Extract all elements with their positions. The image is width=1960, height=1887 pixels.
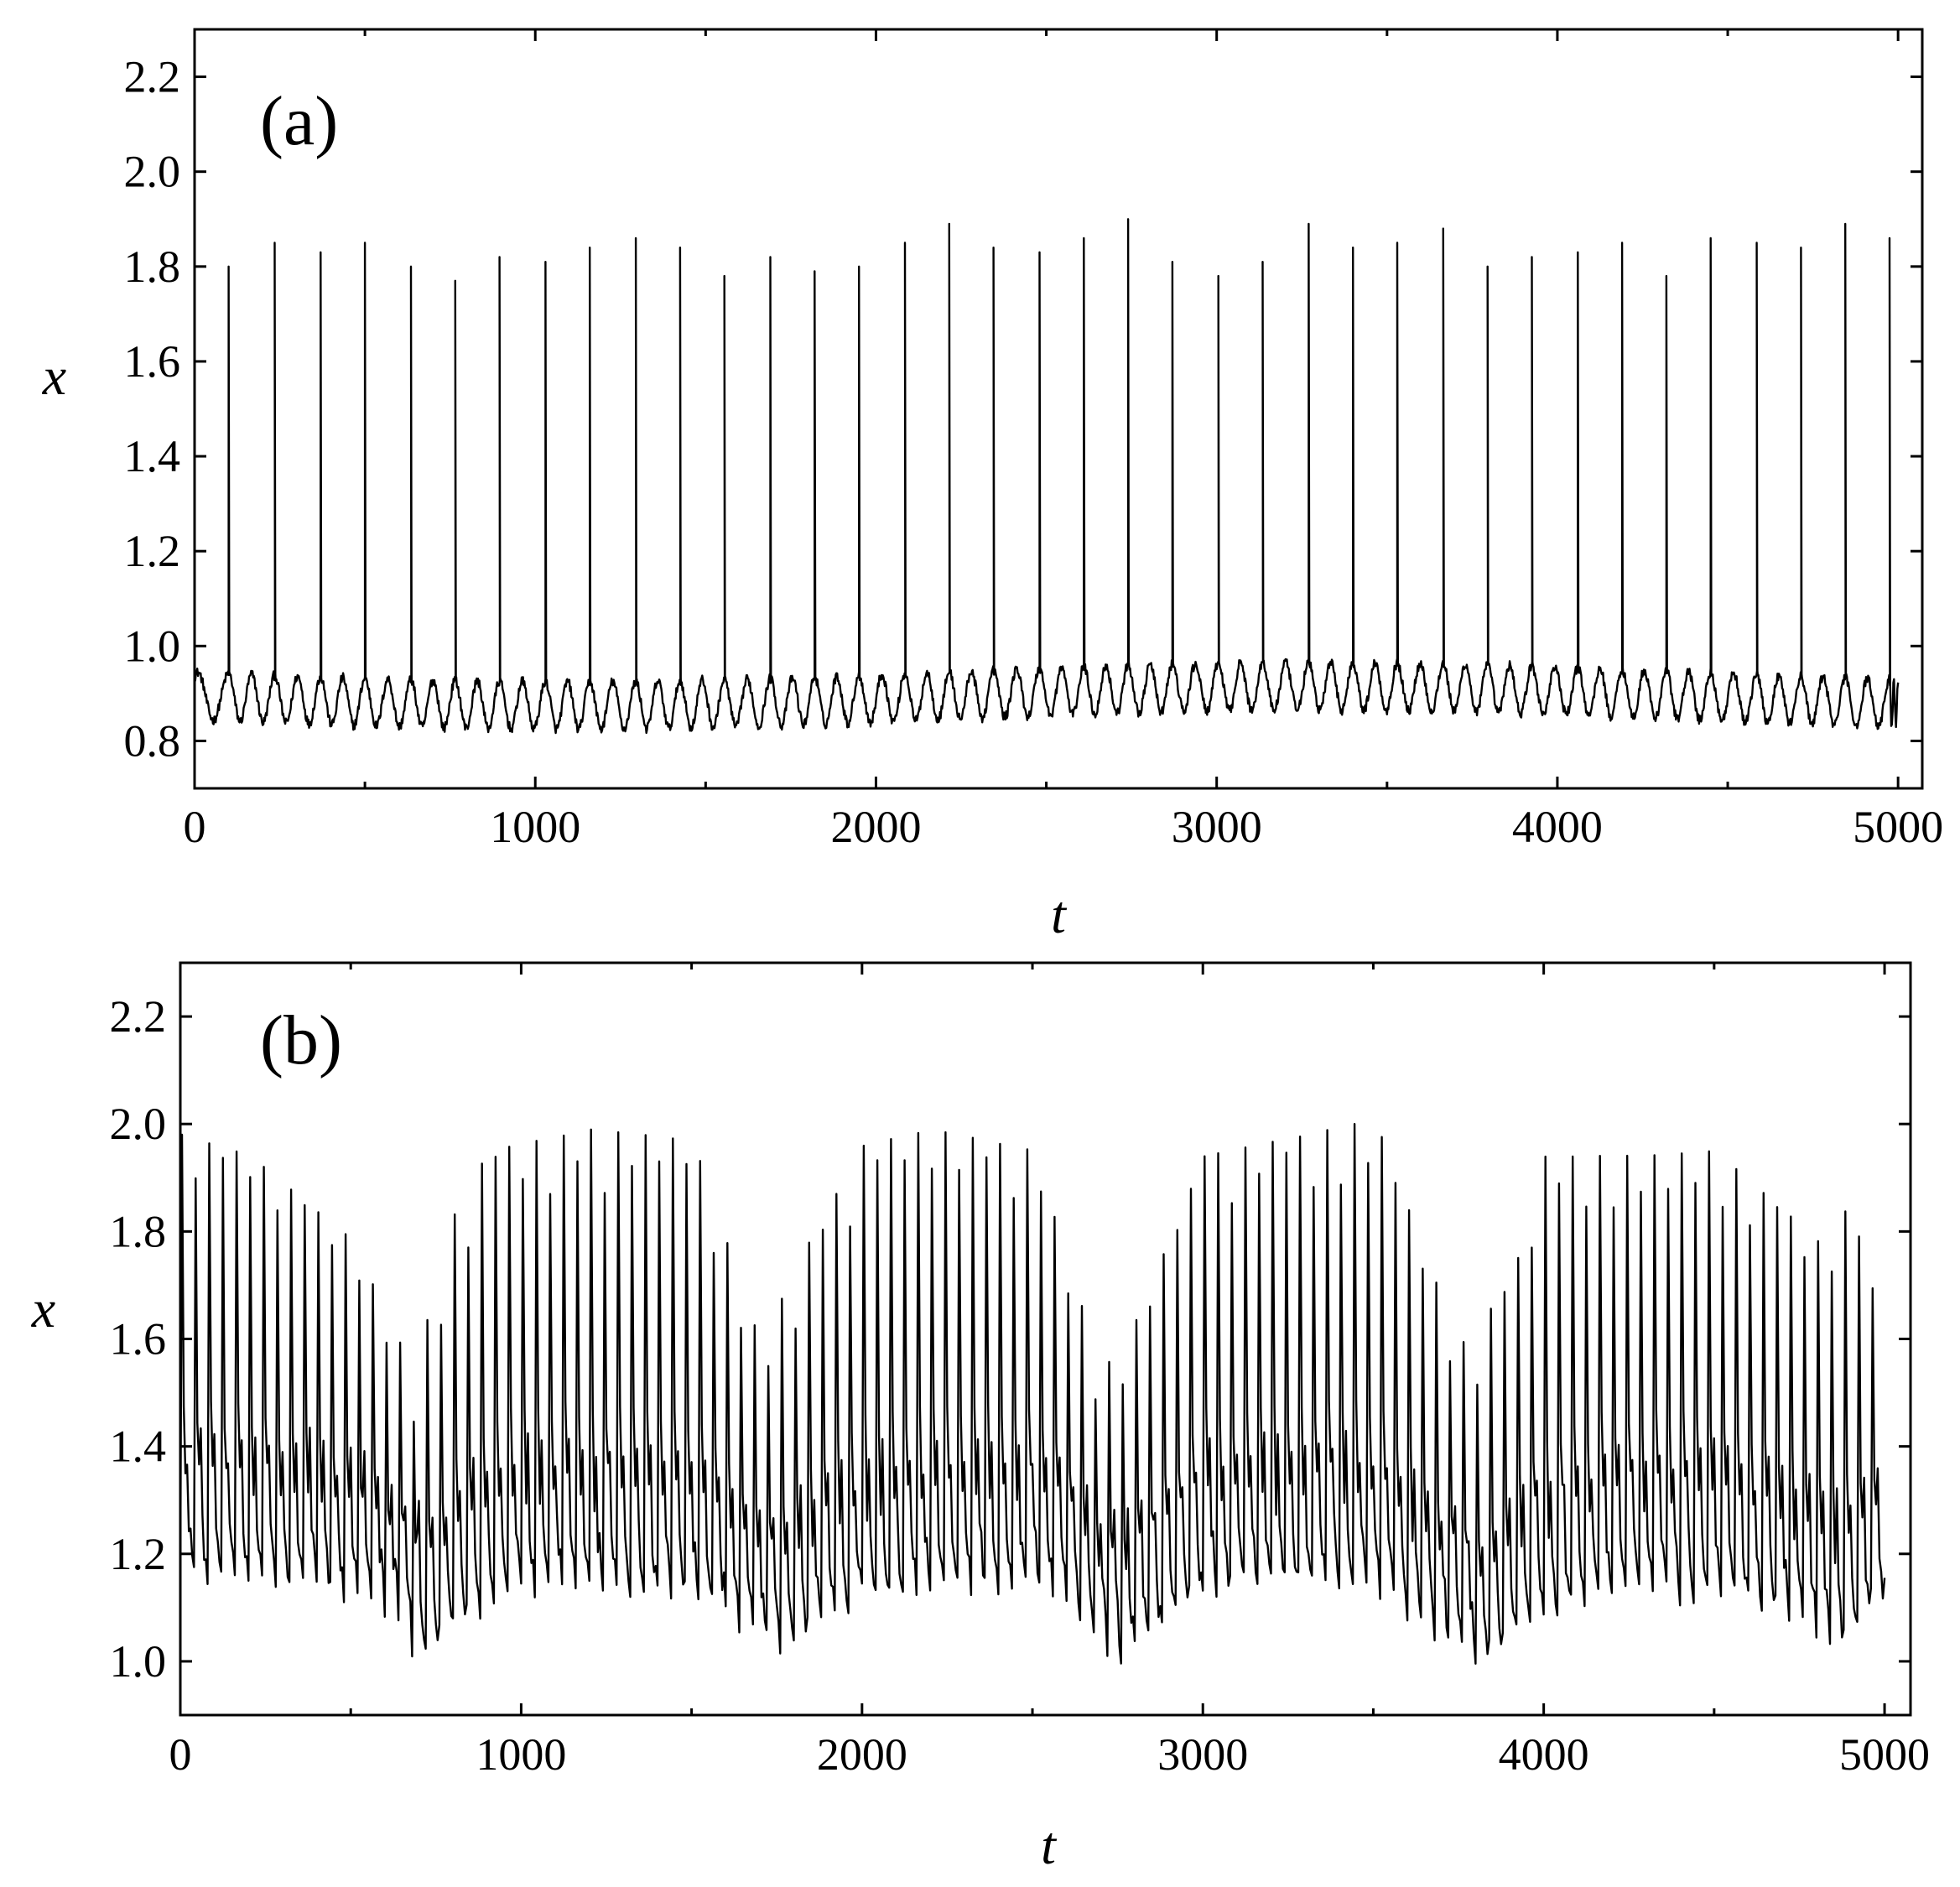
panel-a-x-tick-label: 2000 [830,802,921,852]
panel-b-y-tick-label: 1.2 [110,1529,167,1579]
panel-a-x-tick-label: 4000 [1512,802,1603,852]
panel-b-y-tick-label: 1.0 [110,1636,167,1687]
panel-b-x-tick-label: 4000 [1499,1729,1589,1780]
panel-b: (b) x t 0 1000 2000 3000 4000 5000 1.0 1.2 1.4 1.… [31,961,1930,1875]
panel-b-x-tick-label: 2000 [817,1729,907,1780]
panel-b-series-line [179,1123,1886,1665]
panel-b-label: (b) [260,1001,342,1079]
panel-a-y-tick-label: 1.6 [124,336,181,387]
panel-a-y-axis-label: x [42,346,66,406]
panel-b-y-tick-label: 1.4 [110,1422,167,1472]
panel-a-x-tick-label: 3000 [1172,802,1262,852]
panel-a: (a) x t 0 1000 2000 3000 4000 5000 0.8 1.0 1.2 1.… [42,28,1943,944]
panel-a-x-tick-label: 0 [184,802,206,852]
panel-a-y-tick-label: 2.2 [124,52,181,102]
panel-b-y-tick-label: 2.2 [110,991,167,1042]
panel-b-x-tick-label: 0 [169,1729,192,1780]
panel-a-y-tick-label: 1.0 [124,621,181,671]
panel-b-x-axis-label: t [1041,1816,1058,1875]
panel-b-y-tick-label: 1.6 [110,1314,167,1365]
panel-b-x-tick-label: 1000 [476,1729,566,1780]
panel-a-x-tick-label: 1000 [490,802,580,852]
panel-b-y-tick-label: 2.0 [110,1099,167,1149]
panel-a-y-tick-label: 0.8 [124,715,181,766]
panel-a-frame [193,28,1924,790]
panel-a-y-tick-label: 2.0 [124,147,181,197]
panel-b-plot-area [179,1123,1886,1665]
panel-a-y-tick-label: 1.4 [124,431,181,481]
panel-a-series-line [193,218,1900,735]
panel-b-x-tick-label: 3000 [1157,1729,1248,1780]
panel-a-y-tick-label: 1.8 [124,242,181,292]
panel-a-x-axis-label: t [1051,885,1068,944]
panel-a-x-tick-label: 5000 [1853,802,1943,852]
panel-b-x-tick-label: 5000 [1839,1729,1930,1780]
panel-b-ticks: 0 1000 2000 3000 4000 5000 1.0 1.2 1.4 1.6 1.8 2.0 2… [110,963,1930,1780]
panel-a-label: (a) [260,82,338,160]
panel-b-y-axis-label: x [31,1279,55,1339]
panel-b-y-tick-label: 1.8 [110,1206,167,1256]
panel-a-y-tick-label: 1.2 [124,526,181,576]
panel-a-plot-area [193,218,1900,735]
panel-a-ticks: 0 1000 2000 3000 4000 5000 0.8 1.0 1.2 1.4 1.6 1.8 2… [124,29,1943,852]
